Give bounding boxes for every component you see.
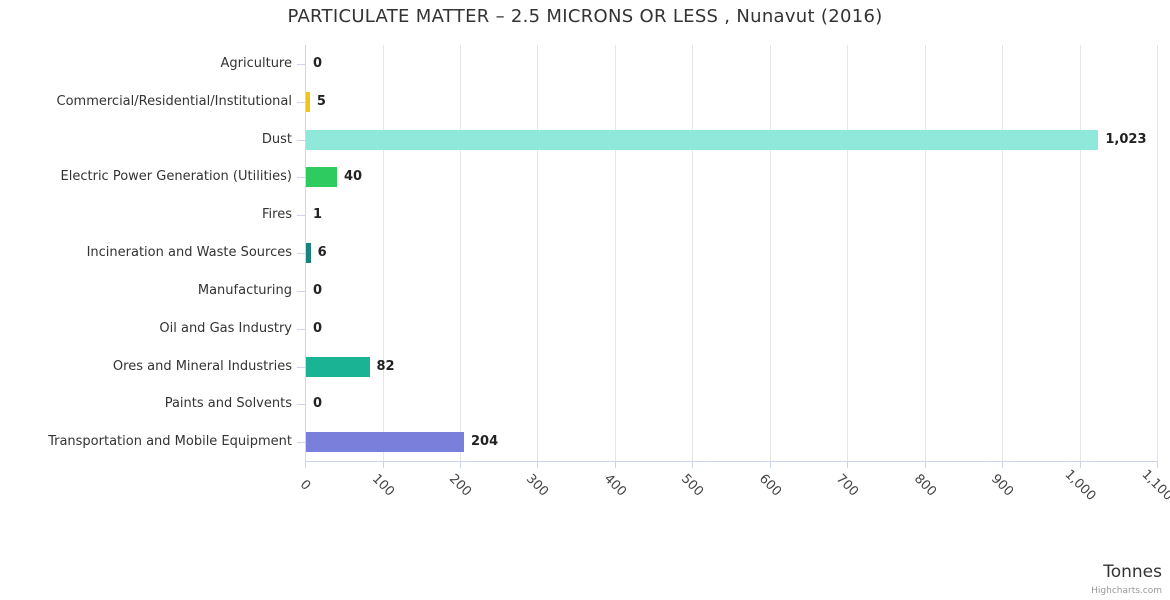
data-label: 0: [313, 396, 323, 412]
bar[interactable]: [306, 356, 370, 377]
x-axis-tick: [537, 461, 539, 468]
x-tick-label: 500: [678, 471, 707, 500]
category-label: Agriculture: [220, 55, 293, 71]
gridline: [537, 45, 539, 461]
x-tick-label: 900: [988, 471, 1017, 500]
gridline: [614, 45, 616, 461]
y-axis-tick: [297, 290, 305, 292]
bar[interactable]: [306, 167, 337, 188]
category-label: Transportation and Mobile Equipment: [48, 434, 292, 450]
gridline: [847, 45, 849, 461]
x-tick-label: 400: [600, 471, 629, 500]
x-tick-label: 200: [445, 471, 474, 500]
x-tick-label: 300: [523, 471, 552, 500]
x-axis-tick: [1002, 461, 1004, 468]
x-axis-tick: [614, 461, 616, 468]
category-label: Oil and Gas Industry: [159, 320, 292, 336]
x-axis-tick: [1157, 461, 1158, 468]
y-axis-line: [305, 45, 306, 461]
y-axis-tick: [297, 101, 305, 103]
y-axis-tick: [297, 366, 305, 368]
y-axis-tick: [297, 442, 305, 444]
data-label: 0: [313, 282, 323, 298]
gridline: [692, 45, 694, 461]
gridline: [382, 45, 384, 461]
gridline: [1002, 45, 1004, 461]
bar[interactable]: [306, 91, 310, 112]
data-label: 0: [313, 320, 323, 336]
data-label: 0: [313, 55, 323, 71]
category-label: Commercial/Residential/Institutional: [56, 93, 293, 109]
gridline: [459, 45, 461, 461]
x-tick-label: 100: [368, 471, 397, 500]
bar[interactable]: [306, 432, 464, 453]
x-axis-tick: [847, 461, 849, 468]
gridline: [1079, 45, 1081, 461]
category-label: Dust: [261, 131, 292, 147]
data-label: 1,023: [1105, 131, 1147, 147]
category-label: Fires: [262, 207, 292, 223]
gridline: [1157, 45, 1158, 461]
x-tick-label: 600: [755, 471, 784, 500]
y-axis-tick: [297, 328, 305, 330]
bar[interactable]: [306, 243, 311, 263]
category-label: Incineration and Waste Sources: [86, 245, 292, 260]
x-axis-title: Tonnes: [1103, 562, 1162, 582]
x-axis-tick: [459, 461, 461, 468]
data-label: 6: [317, 245, 327, 260]
data-label: 5: [316, 93, 326, 109]
x-axis-tick: [1079, 461, 1081, 468]
x-axis-tick: [692, 461, 694, 468]
data-label: 40: [344, 169, 363, 185]
y-axis-tick: [297, 63, 305, 65]
x-axis-line: [305, 461, 1157, 462]
data-label: 204: [471, 434, 499, 450]
category-label: Manufacturing: [197, 282, 292, 298]
x-tick-label: 1,100: [1138, 467, 1170, 504]
gridline: [924, 45, 926, 461]
category-label: Paints and Solvents: [164, 396, 292, 412]
data-label: 1: [313, 207, 323, 223]
y-axis-tick: [297, 139, 305, 141]
x-axis-tick: [769, 461, 771, 468]
y-axis-tick: [297, 215, 305, 217]
y-axis-tick: [297, 177, 305, 179]
gridline: [769, 45, 771, 461]
x-tick-label: 1,000: [1061, 467, 1098, 504]
data-label: 82: [376, 358, 395, 374]
y-axis-tick: [297, 253, 305, 254]
y-axis-tick: [297, 404, 305, 406]
x-axis-tick: [382, 461, 384, 468]
x-tick-label: 700: [833, 471, 862, 500]
x-axis-tick: [924, 461, 926, 468]
x-tick-label: 0: [296, 477, 314, 494]
highcharts-credit-link[interactable]: Highcharts.com: [1091, 586, 1162, 596]
chart-title: PARTICULATE MATTER – 2.5 MICRONS OR LESS…: [287, 6, 883, 27]
category-label: Ores and Mineral Industries: [112, 358, 292, 374]
x-axis-tick: [305, 461, 306, 468]
x-tick-label: 800: [910, 471, 939, 500]
category-label: Electric Power Generation (Utilities): [60, 169, 292, 185]
bar[interactable]: [306, 129, 1099, 150]
